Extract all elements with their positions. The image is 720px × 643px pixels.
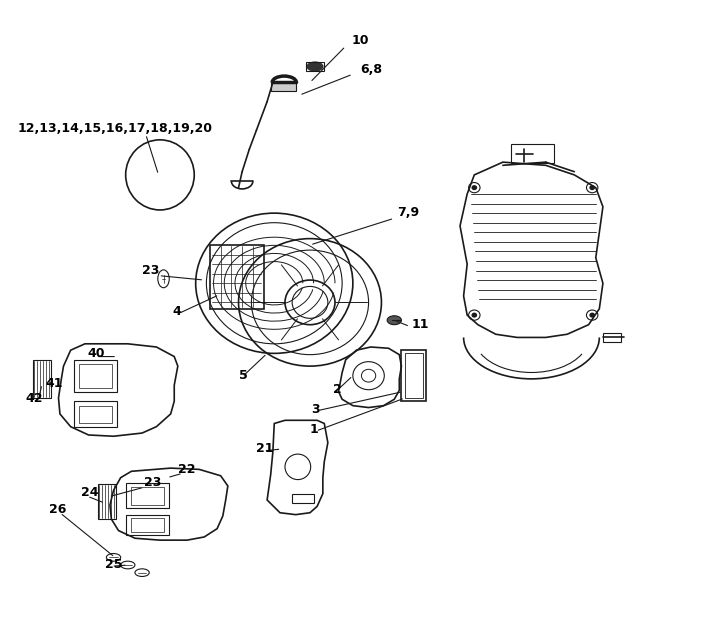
Bar (307, 62, 323, 71)
Text: 12,13,14,15,16,17,18,19,20: 12,13,14,15,16,17,18,19,20 (17, 122, 212, 134)
Bar (79, 364, 112, 388)
Text: 25: 25 (105, 558, 122, 571)
Text: 23: 23 (142, 264, 159, 277)
Bar (126, 483, 168, 508)
Text: 10: 10 (351, 34, 369, 47)
Bar (33, 359, 50, 398)
Text: 40: 40 (87, 347, 104, 359)
Text: 26: 26 (49, 503, 66, 516)
Text: 41: 41 (45, 377, 63, 390)
Text: 23: 23 (144, 476, 161, 489)
Bar (210, 245, 264, 309)
Text: 7,9: 7,9 (397, 206, 419, 219)
Text: 21: 21 (256, 442, 274, 455)
Text: 2: 2 (333, 383, 341, 396)
Bar (405, 354, 423, 398)
Text: 42: 42 (26, 392, 43, 405)
Bar (292, 494, 314, 503)
Circle shape (472, 312, 477, 318)
Bar (130, 487, 163, 505)
Bar (271, 82, 296, 91)
Circle shape (472, 185, 477, 190)
Text: 22: 22 (178, 462, 195, 476)
Text: 6,8: 6,8 (360, 63, 382, 76)
Text: 5: 5 (238, 369, 247, 382)
Ellipse shape (387, 316, 402, 325)
Bar (402, 350, 426, 401)
Text: 1: 1 (310, 423, 319, 436)
Bar (74, 401, 117, 427)
Bar (98, 484, 116, 519)
Text: 4: 4 (173, 305, 181, 318)
Bar (603, 333, 621, 342)
Circle shape (590, 185, 595, 190)
Bar (511, 144, 554, 163)
Bar (130, 518, 163, 532)
Text: 11: 11 (411, 318, 429, 331)
Bar (126, 514, 168, 535)
Circle shape (590, 312, 595, 318)
Ellipse shape (307, 62, 323, 71)
Text: 24: 24 (81, 485, 99, 498)
Bar (74, 359, 117, 392)
Bar (79, 406, 112, 424)
Text: 3: 3 (312, 403, 320, 415)
